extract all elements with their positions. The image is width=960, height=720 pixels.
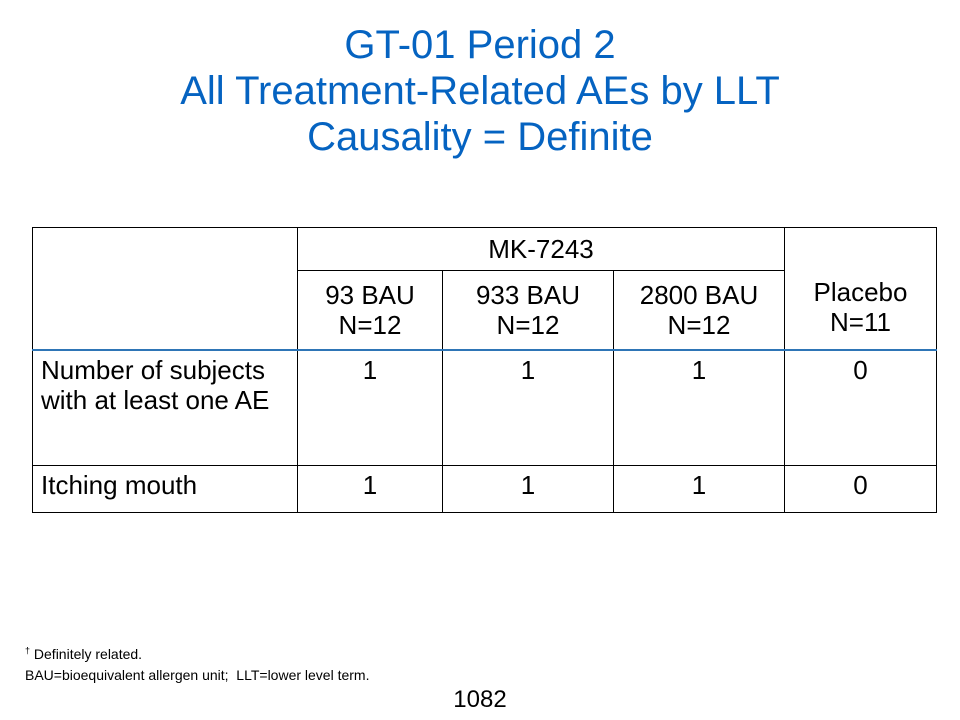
row-label-subjects: Number of subjects with at least one AE [32, 349, 298, 466]
adverse-events-table: MK-7243 Placebo N=11 93 BAU N=12 933 BAU… [32, 227, 937, 513]
footnote-abbreviations: BAU=bioequivalent allergen unit; LLT=low… [25, 667, 370, 683]
placebo-label: Placebo [813, 276, 908, 307]
cell-value: 0 [784, 349, 937, 466]
footnotes: † Definitely related. BAU=bioequivalent … [25, 644, 369, 686]
dose-n: N=12 [496, 310, 560, 340]
table-row: Number of subjects with at least one AE … [32, 349, 937, 466]
dagger-mark: † [25, 645, 31, 656]
group-header-mk7243: MK-7243 [297, 227, 785, 271]
title-line-2: All Treatment-Related AEs by LLT [180, 69, 780, 113]
cell-value: 1 [442, 349, 614, 466]
placebo-n: N=11 [830, 306, 891, 337]
footnote-text: Definitely related. [33, 646, 143, 662]
cell-value: 0 [784, 465, 937, 513]
row-label-itching-mouth: Itching mouth [32, 465, 298, 513]
dose-label: 93 BAU [325, 280, 415, 310]
dose-header-2800: 2800 BAU N=12 [613, 270, 785, 351]
placebo-header: Placebo N=11 [784, 227, 937, 351]
title-line-1: GT-01 Period 2 [344, 23, 616, 67]
dose-header-933: 933 BAU N=12 [442, 270, 614, 351]
dose-header-row: 93 BAU N=12 933 BAU N=12 2800 BAU N=12 [33, 270, 937, 351]
dose-label: 2800 BAU [639, 280, 759, 310]
title-line-3: Causality = Definite [307, 115, 653, 159]
cell-value: 1 [297, 465, 443, 513]
table-header-row: MK-7243 Placebo N=11 [32, 227, 937, 351]
page-number: 1082 [453, 686, 507, 713]
table-row: Itching mouth 1 1 1 0 [32, 465, 937, 513]
cell-value: 1 [613, 349, 785, 466]
cell-value: 1 [613, 465, 785, 513]
corner-cell [32, 227, 298, 351]
dose-header-93: 93 BAU N=12 [297, 270, 443, 351]
dose-n: N=12 [338, 310, 402, 340]
cell-value: 1 [297, 349, 443, 466]
dose-label: 933 BAU [475, 280, 581, 310]
dose-n: N=12 [667, 310, 731, 340]
cell-value: 1 [442, 465, 614, 513]
footnote-definite: † Definitely related. [25, 644, 369, 665]
slide-title: GT-01 Period 2 All Treatment-Related AEs… [0, 22, 960, 160]
